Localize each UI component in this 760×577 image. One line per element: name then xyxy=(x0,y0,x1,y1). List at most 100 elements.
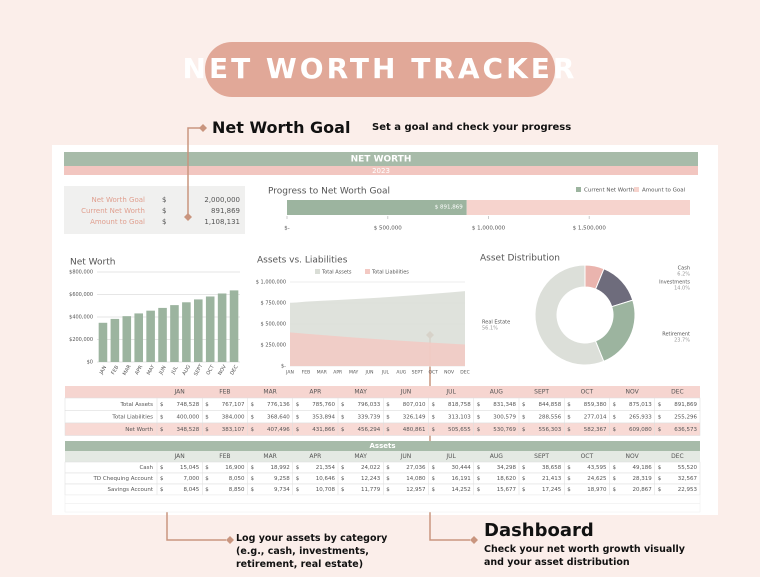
cell-value: 34,298 xyxy=(497,465,517,471)
cell-currency: $ xyxy=(296,402,300,408)
goal-value: 1,108,131 xyxy=(204,218,240,226)
x-tick-label: OCT xyxy=(428,370,438,376)
month-header: MAR xyxy=(263,453,276,460)
goal-label: Current Net Worth xyxy=(81,207,145,215)
cell-currency: $ xyxy=(251,487,255,493)
row-label: Cash xyxy=(139,465,153,471)
cell-value: 8,050 xyxy=(229,476,245,482)
chart-title: Net Worth xyxy=(70,258,115,268)
assets-title: Assets xyxy=(369,442,395,450)
cell-currency: $ xyxy=(613,487,617,493)
cell-value: 339,739 xyxy=(358,414,381,420)
legend-swatch xyxy=(576,187,581,192)
x-tick-label: NOV xyxy=(444,370,455,376)
bar xyxy=(229,290,239,362)
cell-currency: $ xyxy=(160,487,164,493)
cell-value: 30,444 xyxy=(452,465,472,471)
cell-value: 8,045 xyxy=(184,487,200,493)
cell-value: 480,861 xyxy=(403,427,426,433)
cell-currency: $ xyxy=(341,427,345,433)
cell-currency: $ xyxy=(341,487,345,493)
goal-callout-text: Set a goal and check your progress xyxy=(372,122,572,133)
month-header: JUN xyxy=(400,453,412,460)
cell-currency: $ xyxy=(205,476,209,482)
cell-currency: $ xyxy=(296,476,300,482)
cell-currency: $ xyxy=(522,487,526,493)
cell-currency: $ xyxy=(341,476,345,482)
sheet-year: 2023 xyxy=(372,167,390,175)
year-band xyxy=(64,166,698,175)
month-header: NOV xyxy=(626,389,640,396)
cell-value: 776,136 xyxy=(267,402,290,408)
cell-currency: $ xyxy=(341,414,345,420)
cell-value: 609,080 xyxy=(629,427,652,433)
cell-currency: $ xyxy=(386,402,390,408)
donut-slice xyxy=(534,264,605,366)
cell-value: 844,858 xyxy=(539,402,562,408)
sheet-title: NET WORTH xyxy=(351,155,412,165)
month-header: DEC xyxy=(671,453,684,460)
y-tick-label: $ 500,000 xyxy=(261,322,286,328)
cell-currency: $ xyxy=(522,465,526,471)
cell-currency: $ xyxy=(160,476,164,482)
cell-currency: $ xyxy=(205,414,209,420)
legend-swatch xyxy=(634,187,639,192)
x-tick-label: SEPT xyxy=(193,363,205,378)
title-pill xyxy=(205,42,555,97)
x-tick-label: FEB xyxy=(110,364,120,376)
x-tick-label: MAR xyxy=(122,363,133,376)
cell-value: 27,036 xyxy=(406,465,426,471)
goal-currency: $ xyxy=(162,207,166,215)
chart-title: Asset Distribution xyxy=(480,254,560,264)
month-header: FEB xyxy=(219,453,230,460)
bar xyxy=(134,313,143,362)
cell-value: 431,866 xyxy=(312,427,335,433)
cell-currency: $ xyxy=(205,487,209,493)
cell-value: 21,413 xyxy=(542,476,562,482)
cell-value: 807,010 xyxy=(403,402,426,408)
x-tick-label: AUG xyxy=(396,370,406,376)
x-tick-label: APR xyxy=(333,370,342,376)
cell-currency: $ xyxy=(477,476,481,482)
cell-value: 265,933 xyxy=(629,414,652,420)
cell-value: 20,867 xyxy=(633,487,653,493)
month-header: APR xyxy=(309,389,321,396)
legend-label: Amount to Goal xyxy=(642,188,686,194)
y-tick-label: $600,000 xyxy=(69,292,93,298)
cell-value: 28,319 xyxy=(633,476,653,482)
month-header: MAR xyxy=(263,389,276,396)
goal-value: 891,869 xyxy=(211,207,240,215)
y-tick-label: $200,000 xyxy=(69,337,93,343)
x-tick-label: OCT xyxy=(205,363,216,376)
x-tick-label: DEC xyxy=(460,370,469,376)
cell-value: 326,149 xyxy=(403,414,426,420)
slice-label: Cash xyxy=(678,266,690,272)
x-tick-label: JUN xyxy=(365,370,374,376)
cell-currency: $ xyxy=(296,414,300,420)
cell-currency: $ xyxy=(160,402,164,408)
page-title: NET WORTH TRACKER xyxy=(183,52,578,85)
cell-value: 18,970 xyxy=(587,487,607,493)
cell-value: 530,769 xyxy=(493,427,516,433)
x-tick-label: JAN xyxy=(285,370,294,376)
cell-value: 383,107 xyxy=(222,427,245,433)
cell-currency: $ xyxy=(341,465,345,471)
cell-value: 636,573 xyxy=(674,427,697,433)
cell-currency: $ xyxy=(432,487,436,493)
goal-currency: $ xyxy=(162,218,166,226)
progress-segment xyxy=(287,200,467,215)
slice-value: 23.7% xyxy=(674,338,690,344)
month-header: AUG xyxy=(490,389,503,396)
x-tick-label: $ 1,000,000 xyxy=(472,226,506,232)
slice-value: 6.2% xyxy=(677,272,690,278)
month-header: JAN xyxy=(173,453,184,460)
x-tick-label: DEC xyxy=(229,364,240,377)
goal-label: Net Worth Goal xyxy=(91,196,145,204)
cell-currency: $ xyxy=(613,427,617,433)
cell-value: 831,348 xyxy=(493,402,516,408)
bar xyxy=(170,305,179,362)
dashboard-callout-title: Dashboard xyxy=(484,520,594,541)
cell-value: 12,957 xyxy=(406,487,426,493)
legend-swatch xyxy=(315,269,320,274)
chart-title: Assets vs. Liabilities xyxy=(257,256,348,266)
